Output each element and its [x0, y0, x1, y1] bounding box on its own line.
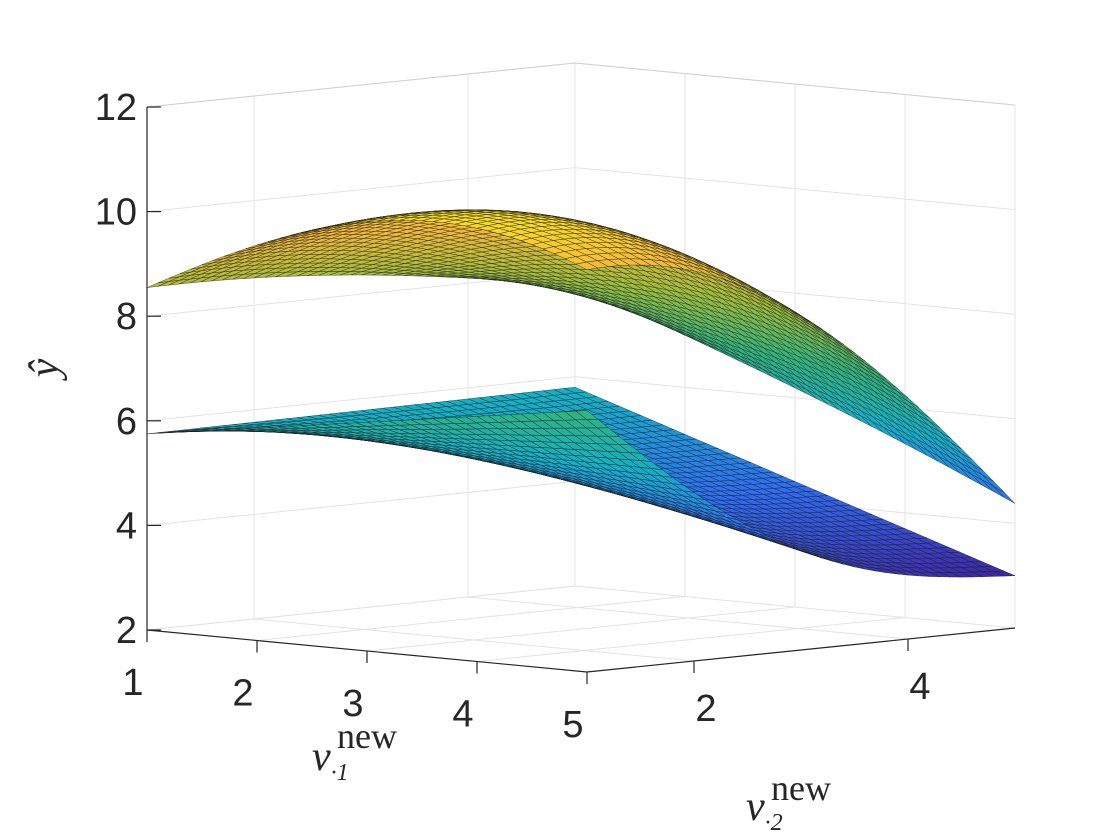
z-gridline	[146, 62, 1016, 108]
z-tick-label: 2	[116, 610, 137, 652]
y-axis-label-base: v	[746, 784, 765, 830]
x-gridline	[476, 94, 906, 662]
z-tick-label: 4	[116, 505, 137, 547]
axes	[146, 106, 1016, 684]
y-gridline	[253, 96, 695, 662]
top-edge	[146, 62, 1016, 108]
x-tick-label: 2	[232, 673, 253, 715]
y-tick-label: 2	[695, 688, 716, 730]
y-axis-line	[586, 627, 1016, 673]
z-tick-label: 6	[116, 401, 137, 443]
surface-facet	[993, 486, 1016, 504]
surface-plot	[146, 209, 1016, 578]
x-gridline	[256, 73, 686, 641]
x-gridline	[146, 63, 576, 631]
grid-lines	[146, 62, 1016, 673]
x-axis-label-sup: new	[337, 716, 397, 756]
z-gridline	[146, 480, 1016, 526]
x-axis-label-base: v	[312, 734, 331, 780]
x-tick-label: 4	[452, 694, 473, 736]
y-axis-label: v·2	[746, 784, 783, 836]
z-gridline	[146, 167, 1016, 213]
x-tick-label: 5	[562, 704, 583, 746]
surface-facet	[575, 410, 599, 420]
z-tick-label: 12	[95, 87, 137, 129]
z-tick-label: 8	[116, 296, 137, 338]
surface-facet	[575, 261, 599, 271]
y-axis-label-sup: new	[771, 768, 831, 808]
x-gridline	[366, 84, 796, 652]
z-axis-label: ŷ	[22, 358, 68, 381]
x-axis-label: v·1	[312, 734, 349, 786]
x-tick-label: 3	[342, 683, 363, 725]
z-tick-label: 10	[95, 192, 137, 234]
y-tick-label: 4	[909, 666, 930, 708]
x-axis-label-sub: ·1	[331, 760, 349, 786]
y-axis-label-sub: ·2	[765, 810, 783, 836]
x-tick-label: 1	[122, 662, 143, 704]
